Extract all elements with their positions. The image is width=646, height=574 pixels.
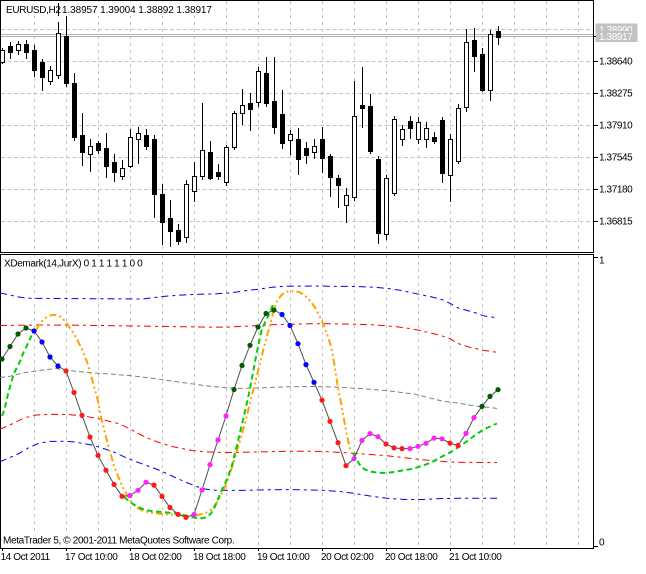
svg-text:17 Oct 10:00: 17 Oct 10:00 xyxy=(65,552,118,563)
svg-text:1.38640: 1.38640 xyxy=(599,57,633,68)
svg-text:14 Oct 2011: 14 Oct 2011 xyxy=(1,552,51,563)
svg-text:0: 0 xyxy=(599,538,605,549)
svg-text:XDemark(14,JurX) 0 1 1 1 1 1 0: XDemark(14,JurX) 0 1 1 1 1 1 0 0 xyxy=(4,259,143,270)
svg-text:1.36815: 1.36815 xyxy=(599,217,633,228)
svg-text:1: 1 xyxy=(599,256,605,267)
svg-text:1.37545: 1.37545 xyxy=(599,153,633,164)
svg-text:1.38275: 1.38275 xyxy=(599,89,633,100)
svg-text:1.38990: 1.38990 xyxy=(599,25,633,36)
svg-text:19 Oct 10:00: 19 Oct 10:00 xyxy=(257,552,310,563)
svg-text:1.37910: 1.37910 xyxy=(599,121,633,132)
svg-text:1.38917: 1.38917 xyxy=(599,32,633,43)
svg-text:21 Oct 10:00: 21 Oct 10:00 xyxy=(449,552,502,563)
svg-text:1.38957 1.39004 1.38892 1.3891: 1.38957 1.39004 1.38892 1.38917 xyxy=(62,5,212,16)
svg-text:18 Oct 02:00: 18 Oct 02:00 xyxy=(129,552,182,563)
svg-text:MetaTrader 5, © 2001-2011 Meta: MetaTrader 5, © 2001-2011 MetaQuotes Sof… xyxy=(3,536,234,547)
svg-text:EURUSD,H2: EURUSD,H2 xyxy=(6,5,61,16)
svg-text:20 Oct 18:00: 20 Oct 18:00 xyxy=(385,552,438,563)
svg-text:18 Oct 18:00: 18 Oct 18:00 xyxy=(193,552,246,563)
svg-text:20 Oct 02:00: 20 Oct 02:00 xyxy=(321,552,374,563)
svg-text:1.37180: 1.37180 xyxy=(599,185,633,196)
